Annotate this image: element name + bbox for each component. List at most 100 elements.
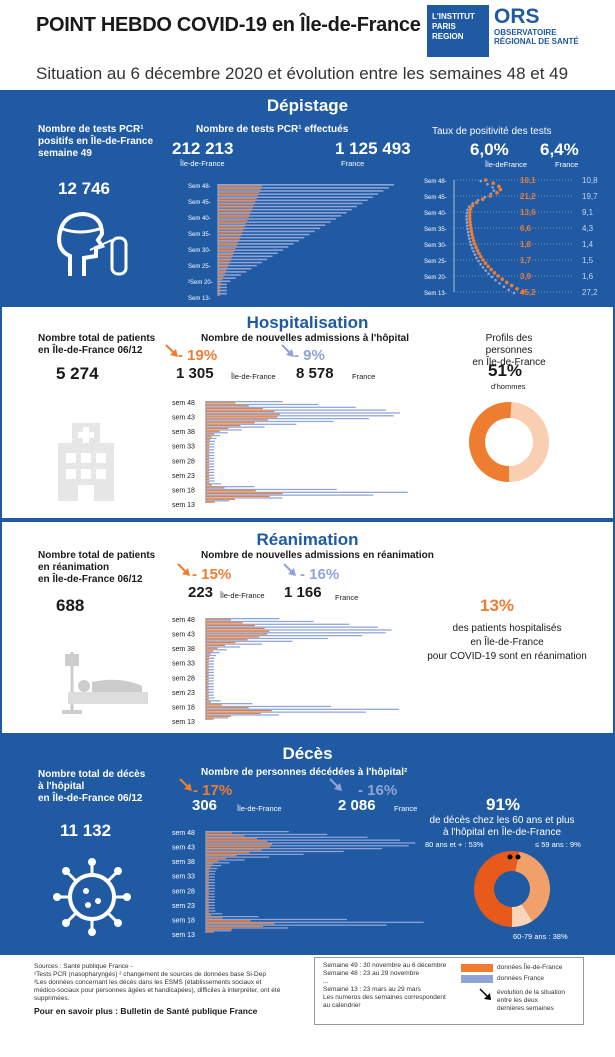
marker-dot bbox=[515, 854, 521, 860]
bar-idf bbox=[206, 684, 209, 686]
rea-idf-label: Île-de-France bbox=[220, 591, 265, 600]
ors-logo[interactable]: ORS OBSERVATOIRE RÉGIONAL DE SANTÉ bbox=[494, 6, 610, 47]
point-idf bbox=[497, 184, 501, 189]
institut-paris-region-logo[interactable]: L'INSTITUT PARIS REGION bbox=[427, 5, 489, 57]
point-idf bbox=[498, 187, 503, 192]
more-info-link[interactable]: Pour en savoir plus : Bulletin de Santé … bbox=[34, 1006, 258, 1016]
bar-idf bbox=[218, 201, 256, 203]
bar-france bbox=[218, 199, 368, 202]
age-80-label: 80 ans et + : 53% bbox=[425, 840, 484, 849]
label-line: à l'hôpital en Île-de-France bbox=[442, 827, 562, 838]
bar-idf bbox=[206, 498, 236, 500]
week-tick-label: ²Sem 20- bbox=[188, 280, 213, 286]
bar-france bbox=[206, 677, 214, 679]
point-idf bbox=[504, 280, 509, 285]
deces-fr-label: France bbox=[394, 804, 418, 813]
hospitalisation-panel: Hospitalisation Nombre total de patients… bbox=[0, 305, 615, 520]
bar-idf bbox=[206, 894, 209, 896]
point-fr bbox=[467, 234, 470, 237]
week-tick-label: sem 18 bbox=[172, 704, 195, 711]
point-idf bbox=[470, 232, 474, 237]
legend-line: dernières semaines bbox=[497, 1005, 554, 1012]
bar-france bbox=[206, 652, 220, 654]
bar-idf bbox=[206, 487, 225, 489]
point-idf bbox=[491, 181, 495, 185]
positivity-chart: Sem 48- 10,1 10,8 Sem 45- 21,2 19,7 Sem 40- 13,… bbox=[424, 176, 598, 297]
bar-france bbox=[218, 240, 299, 242]
point-idf bbox=[469, 229, 474, 233]
bar-france bbox=[206, 477, 215, 479]
depistage-tests-chart: Sem 48- Sem 45- Sem 40- Sem 35- Sem 30- Sem 2… bbox=[188, 184, 394, 302]
bar-idf bbox=[206, 441, 210, 444]
logo-line: PARIS bbox=[432, 22, 456, 31]
week-tick-label: sem 23 bbox=[172, 903, 195, 910]
bar-idf bbox=[206, 447, 210, 449]
bar-france bbox=[206, 623, 350, 625]
point-fr bbox=[512, 291, 516, 295]
week-tick-label: Sem 25- bbox=[424, 259, 447, 265]
week-tick-label: sem 28 bbox=[172, 458, 195, 465]
bar-france bbox=[218, 184, 394, 186]
point-fr bbox=[479, 262, 482, 266]
bar-france bbox=[218, 218, 336, 220]
week-tick-label: Sem 30- bbox=[188, 248, 211, 254]
bar-idf bbox=[218, 291, 221, 293]
bar-idf bbox=[206, 931, 214, 933]
bar-france bbox=[206, 429, 242, 431]
bar-idf bbox=[206, 467, 210, 469]
bar-idf bbox=[206, 852, 250, 854]
bar-idf bbox=[206, 667, 209, 669]
bar-france bbox=[206, 666, 214, 668]
bar-france bbox=[206, 671, 214, 674]
point-fr bbox=[465, 224, 469, 228]
point-fr bbox=[481, 266, 485, 269]
point-idf bbox=[488, 194, 493, 198]
point-idf bbox=[477, 251, 481, 256]
bar-france bbox=[206, 435, 221, 437]
rate-fr-value-label: 1,5 bbox=[582, 256, 594, 265]
bar-idf bbox=[218, 250, 235, 253]
bar-france bbox=[206, 497, 283, 499]
deces-left-label: Nombre total de décès à l'hôpital en Île… bbox=[38, 769, 145, 805]
point-idf bbox=[509, 283, 514, 288]
deces-right-pct: 91% bbox=[486, 795, 521, 814]
evolution-arrows bbox=[179, 778, 342, 791]
bar-idf bbox=[218, 238, 240, 240]
point-fr bbox=[490, 275, 494, 279]
rate-fr-value-label: 1,4 bbox=[582, 240, 594, 249]
point-idf bbox=[481, 258, 485, 262]
deces-idf-value: 306 bbox=[192, 797, 218, 814]
bar-france bbox=[218, 268, 252, 270]
rea-right-text: des patients hospitalisés en Île-de-Fran… bbox=[412, 622, 602, 664]
depistage-mid-label: Nombre de tests PCR¹ effectués bbox=[196, 124, 349, 135]
point-idf bbox=[495, 191, 499, 195]
label-line: en Île-de-France 06/12 bbox=[38, 793, 143, 804]
depistage-idf-value: 212 213 bbox=[172, 139, 234, 158]
deces-right-text: de décès chez les 60 ans et plus à l'hôp… bbox=[422, 815, 582, 839]
bar-idf bbox=[206, 866, 211, 868]
point-fr bbox=[483, 195, 487, 199]
label-line: en Île-de-France bbox=[472, 357, 546, 368]
bar-idf bbox=[206, 692, 209, 695]
bar-idf bbox=[206, 704, 222, 706]
bar-idf bbox=[206, 883, 209, 885]
week-tick-label: Sem 13- bbox=[424, 291, 447, 297]
rate-fr-label: France bbox=[555, 160, 579, 169]
bar-france bbox=[218, 246, 289, 248]
point-idf bbox=[489, 267, 493, 272]
virus-icon bbox=[53, 858, 131, 936]
bar-france bbox=[218, 255, 273, 258]
week-tick-label: sem 38 bbox=[172, 646, 195, 653]
bar-france bbox=[218, 286, 227, 289]
week-tick-label: sem 13 bbox=[172, 719, 195, 726]
hospitalisation-title: Hospitalisation bbox=[246, 313, 369, 332]
bar-france bbox=[218, 230, 315, 233]
bar-france bbox=[206, 494, 374, 496]
bar-france bbox=[206, 865, 222, 867]
bar-france bbox=[218, 215, 342, 217]
week-tick-label: sem 28 bbox=[172, 888, 195, 895]
bar-idf bbox=[218, 285, 221, 287]
bar-idf bbox=[206, 905, 209, 908]
bar-france bbox=[218, 196, 373, 198]
week-tick-label: sem 13 bbox=[172, 502, 195, 509]
